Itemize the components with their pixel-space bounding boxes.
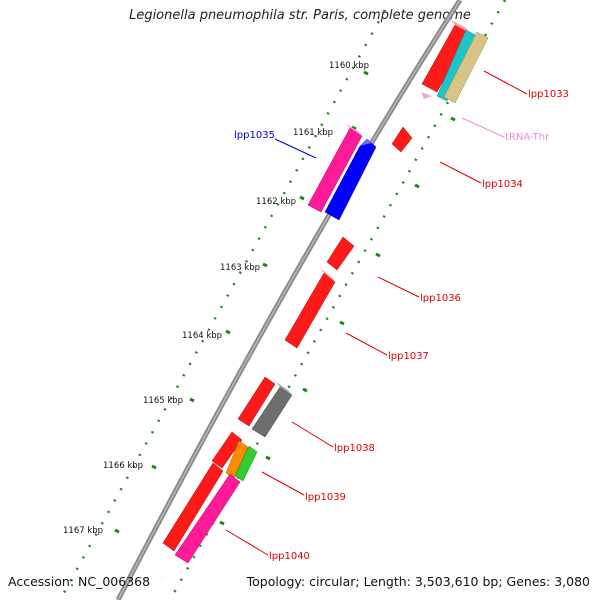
tick-label: 1163 kbp bbox=[220, 263, 260, 273]
tick-label: 1162 kbp bbox=[256, 197, 296, 207]
gene-lpp1040 bbox=[174, 473, 241, 564]
gene-red bbox=[237, 376, 276, 427]
tick-label: 1167 kbp bbox=[63, 526, 103, 536]
gene-red-upper bbox=[211, 431, 243, 469]
gene-lpp1039 bbox=[234, 445, 258, 482]
tick-label: 1160 kbp bbox=[329, 61, 369, 71]
tick-label: 1161 kbp bbox=[293, 128, 333, 138]
gene-label-trna-thr: tRNA-Thr bbox=[505, 132, 550, 143]
gene-lpp1036 bbox=[326, 236, 355, 271]
gene-labels: lpp1033 tRNA-Thr lpp1034 lpp1035 lpp1036… bbox=[234, 89, 569, 562]
gene-label-lpp1035: lpp1035 bbox=[234, 130, 275, 141]
trna-thr-feature bbox=[421, 92, 432, 99]
accession-text: Accession: NC_006368 bbox=[8, 574, 151, 589]
gene-lpp1038 bbox=[251, 386, 293, 438]
gene-long-red bbox=[162, 462, 224, 552]
gene-label-lpp1033: lpp1033 bbox=[528, 89, 569, 100]
gene-label-lpp1037: lpp1037 bbox=[388, 351, 429, 362]
gene-tan bbox=[443, 31, 489, 104]
tick-labels: 1160 kbp 1161 kbp 1162 kbp 1163 kbp 1164… bbox=[63, 61, 369, 536]
gene-cyan bbox=[436, 29, 478, 102]
outer-major-ticks bbox=[219, 116, 456, 526]
gene-lpp1033 bbox=[421, 24, 471, 93]
major-ticks bbox=[114, 70, 369, 534]
gene-label-lpp1034: lpp1034 bbox=[482, 179, 523, 190]
gene-label-lpp1038: lpp1038 bbox=[334, 443, 375, 454]
inner-tick-ring bbox=[58, 9, 387, 600]
gene-features bbox=[162, 20, 489, 564]
tick-label: 1164 kbp bbox=[182, 331, 222, 341]
label-leaders bbox=[225, 70, 528, 556]
gene-label-lpp1040: lpp1040 bbox=[269, 551, 310, 562]
gene-lpp1037 bbox=[284, 272, 336, 349]
genome-summary-text: Topology: circular; Length: 3,503,610 bp… bbox=[246, 574, 590, 589]
gene-label-lpp1036: lpp1036 bbox=[420, 293, 461, 304]
tick-label: 1165 kbp bbox=[143, 396, 183, 406]
gene-label-lpp1039: lpp1039 bbox=[305, 492, 346, 503]
gene-lpp1034 bbox=[391, 126, 413, 153]
tick-label: 1166 kbp bbox=[103, 461, 143, 471]
genome-backbone bbox=[115, 0, 463, 600]
